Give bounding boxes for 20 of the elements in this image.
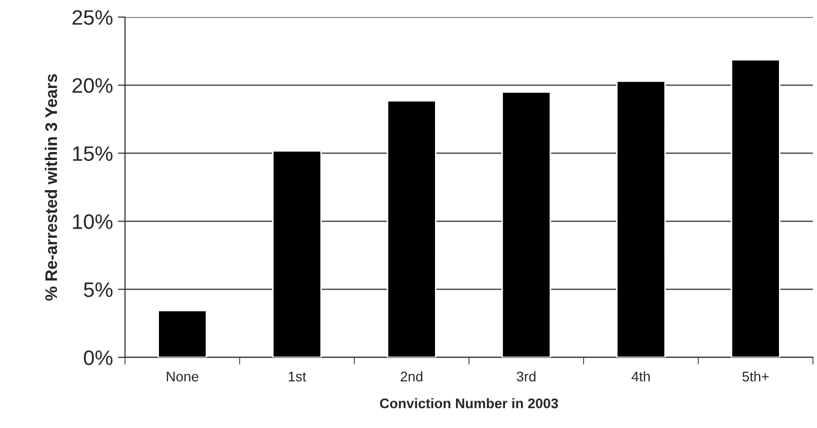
bar: [272, 150, 322, 358]
x-tick-label: None: [166, 372, 198, 382]
y-tick-label: 10%: [73, 214, 112, 230]
bar: [386, 100, 436, 358]
y-tick-label: 20%: [72, 78, 112, 93]
x-tick-label: 4th: [632, 371, 650, 382]
x-axis-title: Conviction Number in 2003: [380, 398, 558, 408]
x-tick-label: 5th+: [742, 371, 769, 382]
x-tick-label: 3rd: [516, 371, 536, 382]
bar: [616, 80, 666, 358]
bar: [502, 91, 552, 358]
y-tick-label: 15%: [73, 146, 112, 161]
y-tick-label: 25%: [72, 10, 112, 25]
bar: [730, 59, 780, 358]
y-axis-title: % Re-arrested within 3 Years: [44, 74, 58, 301]
x-tick-label: 2nd: [400, 371, 422, 382]
y-tick-label: 0%: [84, 350, 112, 366]
x-tick-label: 1st: [288, 372, 306, 382]
y-tick-label: 5%: [84, 282, 112, 298]
bar: [158, 310, 208, 358]
